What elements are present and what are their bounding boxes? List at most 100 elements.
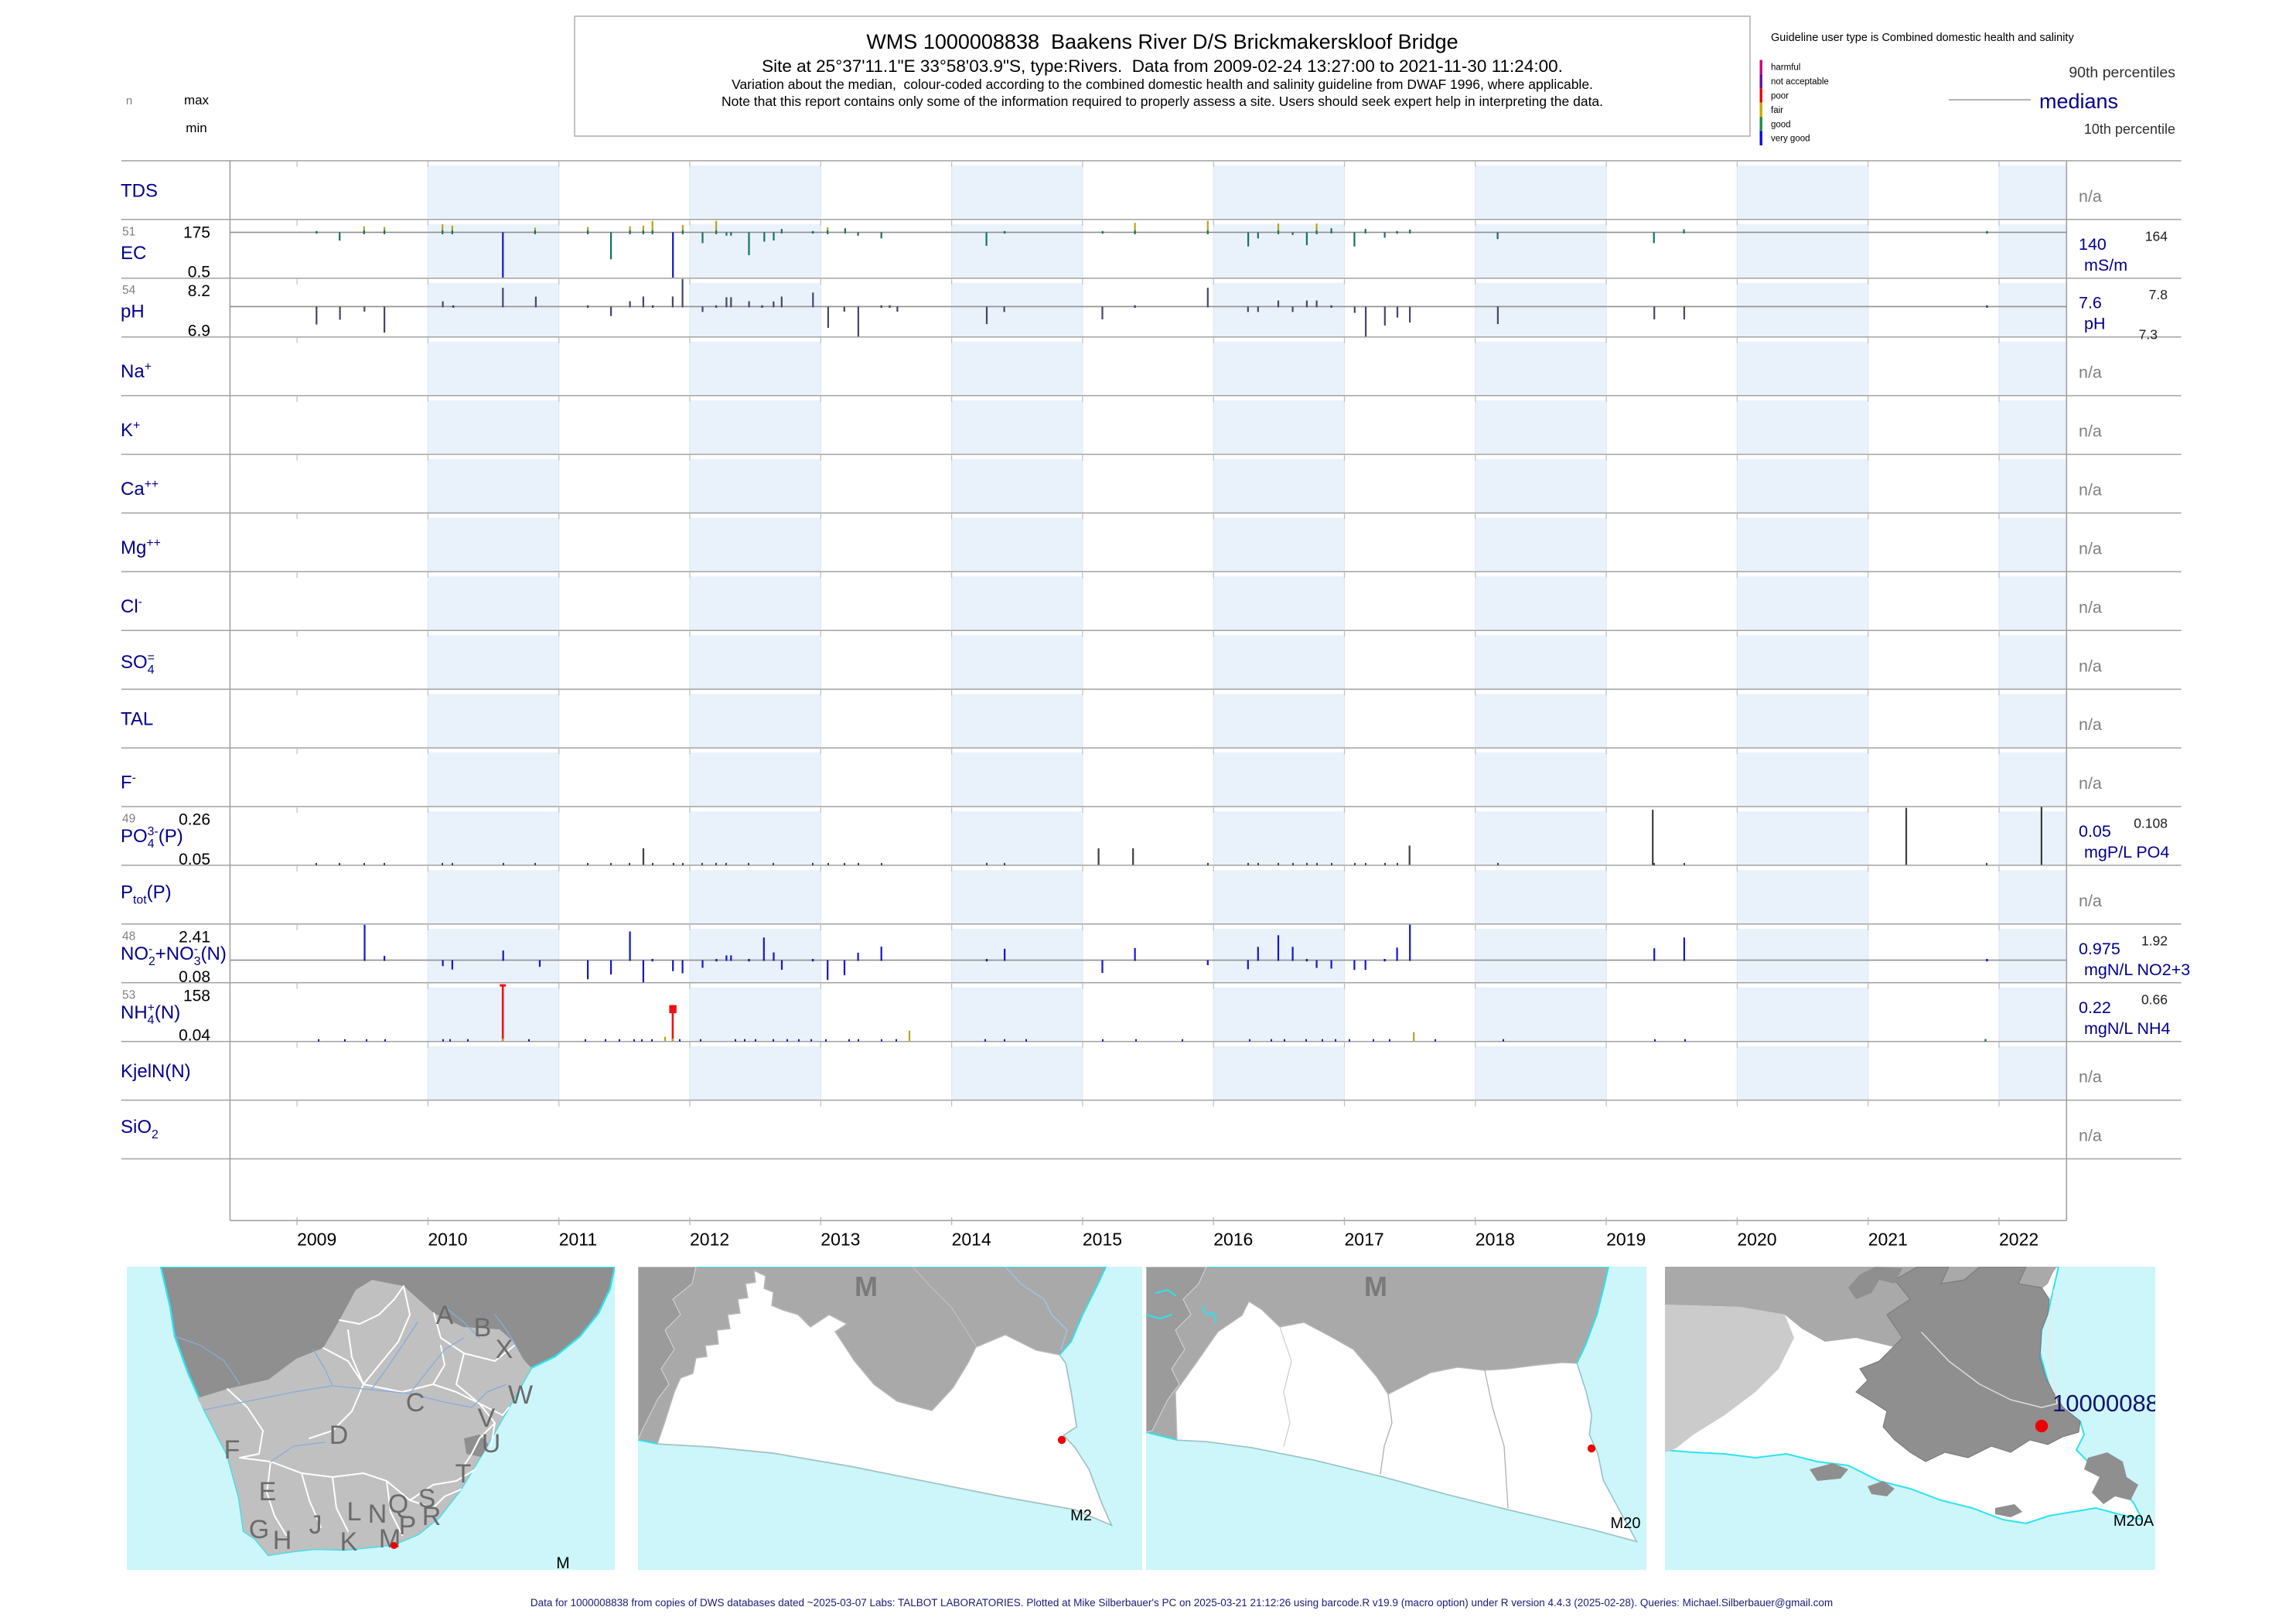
svg-text:min: min [186, 121, 206, 135]
svg-text:48: 48 [122, 930, 135, 943]
svg-text:max: max [184, 93, 210, 107]
svg-text:n/a: n/a [2079, 598, 2102, 616]
svg-text:1000008838: 1000008838 [2052, 1390, 2185, 1417]
svg-text:n/a: n/a [2079, 539, 2102, 558]
svg-text:2010: 2010 [428, 1229, 467, 1249]
svg-text:2022: 2022 [1999, 1229, 2038, 1249]
svg-text:53: 53 [122, 988, 135, 1001]
svg-text:0.08: 0.08 [179, 968, 210, 986]
svg-text:NO2-+NO3-(N): NO2- +NO3- (N) [121, 943, 227, 968]
svg-text:S: S [418, 1484, 436, 1513]
svg-text:V: V [478, 1404, 496, 1433]
svg-text:B: B [474, 1313, 492, 1343]
svg-text:n/a: n/a [2079, 1127, 2102, 1145]
svg-text:n/a: n/a [2079, 715, 2102, 734]
svg-text:F: F [224, 1435, 241, 1465]
svg-text:pH: pH [2084, 315, 2105, 333]
svg-text:2015: 2015 [1083, 1229, 1122, 1249]
svg-text:medians: medians [2039, 90, 2118, 113]
svg-text:EC: EC [121, 243, 146, 264]
svg-text:J: J [309, 1510, 322, 1540]
svg-text:2017: 2017 [1345, 1229, 1384, 1249]
svg-text:TDS: TDS [121, 180, 158, 201]
svg-text:K+: K+ [121, 419, 140, 441]
svg-text:2020: 2020 [1737, 1229, 1776, 1249]
svg-text:n/a: n/a [2079, 422, 2102, 441]
svg-text:WMS 1000008838 Baakens River: WMS 1000008838 Baakens River D/S Brickma… [866, 30, 1458, 53]
svg-text:Note that this report contains: Note that this report contains only some… [722, 94, 1603, 109]
svg-text:n/a: n/a [2079, 187, 2102, 206]
svg-text:Guideline user type is Combine: Guideline user type is Combined domestic… [1771, 32, 2074, 44]
svg-text:harmful: harmful [1771, 63, 1800, 73]
svg-text:2013: 2013 [820, 1229, 860, 1249]
svg-text:NH4+(N): NH4+(N) [121, 1001, 180, 1027]
svg-text:10th percentile: 10th percentile [2084, 121, 2175, 137]
svg-text:U: U [482, 1429, 501, 1459]
svg-text:Mg++: Mg++ [121, 537, 161, 558]
svg-text:Q: Q [388, 1489, 408, 1519]
svg-text:51: 51 [122, 225, 135, 238]
svg-text:A: A [436, 1301, 454, 1330]
svg-text:R: R [422, 1502, 442, 1531]
svg-text:0.05: 0.05 [2079, 822, 2111, 841]
svg-text:7.8: 7.8 [2149, 287, 2168, 302]
svg-text:0.975: 0.975 [2079, 940, 2120, 958]
svg-text:2018: 2018 [1476, 1229, 1515, 1249]
svg-text:175: 175 [183, 223, 210, 241]
svg-text:2019: 2019 [1606, 1229, 1646, 1249]
svg-text:SiO2: SiO2 [121, 1117, 159, 1141]
svg-text:M20A: M20A [2113, 1513, 2154, 1530]
svg-text:Cl-: Cl- [121, 595, 142, 617]
svg-text:M: M [1364, 1271, 1387, 1302]
svg-text:2016: 2016 [1213, 1229, 1253, 1249]
svg-text:fair: fair [1771, 106, 1783, 115]
svg-text:n: n [126, 94, 132, 107]
svg-text:pH: pH [121, 302, 145, 322]
svg-text:Variation about the median, c: Variation about the median, colour-coded… [732, 77, 1593, 92]
svg-text:X: X [496, 1335, 513, 1364]
svg-text:M: M [855, 1271, 878, 1302]
svg-text:0.04: 0.04 [179, 1027, 210, 1045]
svg-text:n/a: n/a [2079, 363, 2102, 382]
svg-text:2009: 2009 [297, 1229, 336, 1249]
svg-text:E: E [259, 1477, 277, 1506]
svg-text:n/a: n/a [2079, 481, 2102, 500]
svg-text:M: M [556, 1554, 570, 1572]
svg-text:Site at 25°37'11.1"E 33°58'03.: Site at 25°37'11.1"E 33°58'03.9"S, type:… [762, 56, 1563, 76]
svg-text:KjelN(N): KjelN(N) [121, 1061, 191, 1082]
svg-text:M: M [379, 1524, 401, 1554]
svg-text:49: 49 [122, 813, 135, 826]
svg-text:54: 54 [122, 284, 136, 297]
svg-text:C: C [406, 1388, 425, 1418]
svg-text:2011: 2011 [559, 1229, 597, 1249]
svg-text:F-: F- [121, 772, 136, 793]
svg-text:164: 164 [2145, 228, 2168, 244]
svg-text:H: H [273, 1526, 292, 1555]
svg-text:T: T [455, 1459, 472, 1489]
svg-text:L: L [347, 1497, 362, 1527]
svg-text:2012: 2012 [690, 1229, 729, 1249]
svg-text:N: N [368, 1499, 387, 1529]
svg-text:1.92: 1.92 [2141, 933, 2168, 948]
svg-text:Na+: Na+ [121, 360, 152, 382]
svg-text:0.05: 0.05 [179, 851, 210, 868]
svg-text:very good: very good [1771, 135, 1810, 144]
svg-text:7.6: 7.6 [2079, 294, 2102, 312]
svg-text:mgP/L PO4: mgP/L PO4 [2084, 843, 2169, 861]
svg-text:140: 140 [2079, 235, 2107, 254]
svg-text:W: W [508, 1380, 533, 1410]
svg-text:n/a: n/a [2079, 774, 2102, 793]
svg-text:not acceptable: not acceptable [1771, 77, 1829, 87]
svg-text:K: K [340, 1527, 358, 1557]
svg-text:M2: M2 [1070, 1507, 1092, 1524]
svg-text:7.3: 7.3 [2139, 327, 2158, 343]
svg-text:TAL: TAL [121, 709, 153, 730]
svg-text:6.9: 6.9 [188, 322, 210, 340]
svg-text:2.41: 2.41 [179, 928, 210, 946]
svg-text:P: P [399, 1511, 417, 1540]
svg-text:n/a: n/a [2079, 657, 2102, 675]
svg-text:90th percentiles: 90th percentiles [2069, 64, 2175, 81]
svg-text:0.5: 0.5 [188, 264, 210, 281]
svg-text:n/a: n/a [2079, 1068, 2102, 1087]
svg-text:mS/m: mS/m [2084, 256, 2127, 275]
